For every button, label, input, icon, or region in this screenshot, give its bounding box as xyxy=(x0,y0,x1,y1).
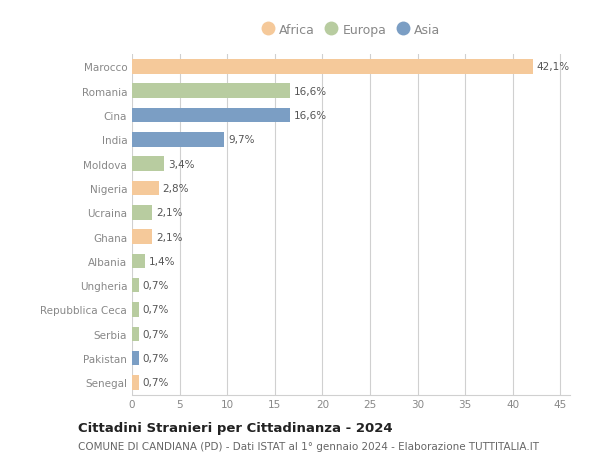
Text: 16,6%: 16,6% xyxy=(294,86,327,96)
Text: 0,7%: 0,7% xyxy=(142,329,169,339)
Bar xyxy=(132,230,152,244)
Bar xyxy=(132,278,139,293)
Bar xyxy=(132,108,290,123)
Text: 0,7%: 0,7% xyxy=(142,305,169,315)
Bar xyxy=(132,181,158,196)
Text: 42,1%: 42,1% xyxy=(536,62,570,72)
Bar xyxy=(132,302,139,317)
Text: 9,7%: 9,7% xyxy=(228,135,254,145)
Bar xyxy=(132,327,139,341)
Text: 16,6%: 16,6% xyxy=(294,111,327,121)
Bar xyxy=(132,206,152,220)
Bar xyxy=(132,60,533,74)
Text: 2,8%: 2,8% xyxy=(163,184,189,194)
Text: 0,7%: 0,7% xyxy=(142,280,169,291)
Bar xyxy=(132,157,164,172)
Bar xyxy=(132,84,290,99)
Bar xyxy=(132,254,145,269)
Text: 2,1%: 2,1% xyxy=(156,232,182,242)
Text: Cittadini Stranieri per Cittadinanza - 2024: Cittadini Stranieri per Cittadinanza - 2… xyxy=(78,421,392,434)
Text: 1,4%: 1,4% xyxy=(149,256,176,266)
Text: 3,4%: 3,4% xyxy=(168,159,194,169)
Text: COMUNE DI CANDIANA (PD) - Dati ISTAT al 1° gennaio 2024 - Elaborazione TUTTITALI: COMUNE DI CANDIANA (PD) - Dati ISTAT al … xyxy=(78,441,539,451)
Bar xyxy=(132,351,139,366)
Text: 2,1%: 2,1% xyxy=(156,208,182,218)
Text: 0,7%: 0,7% xyxy=(142,353,169,364)
Bar xyxy=(132,375,139,390)
Bar xyxy=(132,133,224,147)
Text: 0,7%: 0,7% xyxy=(142,378,169,387)
Legend: Africa, Europa, Asia: Africa, Europa, Asia xyxy=(258,21,444,41)
